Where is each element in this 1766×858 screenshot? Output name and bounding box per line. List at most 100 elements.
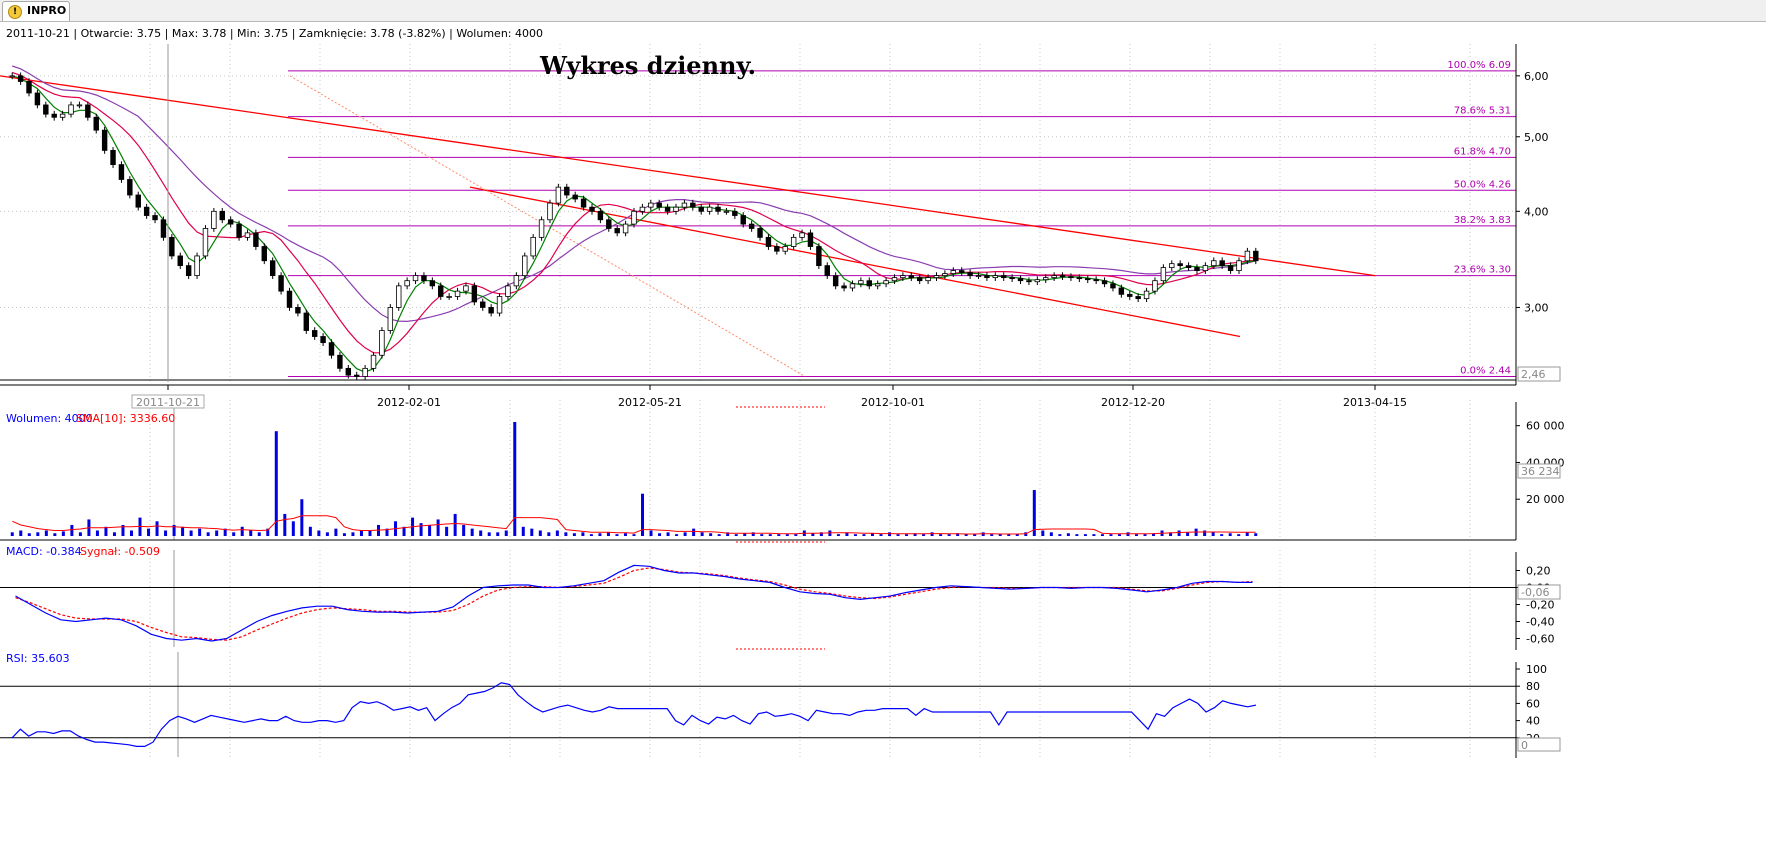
candle: [26, 81, 32, 94]
candle: [1177, 263, 1183, 267]
volume-bar: [1041, 530, 1045, 536]
candle: [110, 150, 116, 166]
volume-bar: [325, 532, 329, 536]
candle: [379, 330, 385, 356]
signal-label: Sygnał: -0.509: [80, 545, 160, 558]
volume-bar: [538, 530, 542, 536]
volume-tick-label: 60 000: [1526, 420, 1565, 433]
candle: [589, 206, 595, 212]
volume-bar: [700, 532, 704, 536]
volume-bar: [768, 534, 772, 536]
candle: [1118, 287, 1125, 295]
volume-bar: [1092, 534, 1096, 536]
volume-bar: [1237, 534, 1241, 536]
volume-bar: [462, 524, 466, 536]
volume-bar: [598, 533, 602, 536]
candle: [118, 164, 125, 180]
volume-bar: [172, 524, 176, 536]
candle: [1253, 250, 1259, 262]
candle: [177, 255, 183, 267]
tab-inpro[interactable]: ! INPRO: [2, 1, 70, 21]
rsi-tick-label: 40: [1526, 715, 1540, 728]
volume-bar: [10, 532, 14, 536]
candle: [648, 202, 654, 208]
volume-bar: [342, 533, 346, 536]
volume-bar: [19, 530, 23, 536]
volume-bar: [1049, 532, 1053, 536]
volume-bar: [334, 528, 338, 536]
rsi-tick-label: 80: [1526, 680, 1540, 693]
candle: [664, 206, 671, 212]
candle: [849, 283, 856, 289]
candle: [51, 113, 57, 118]
candle: [765, 236, 772, 247]
candle: [169, 236, 175, 257]
price-tick-label: 6,00: [1524, 70, 1549, 83]
volume-bar: [496, 532, 500, 536]
volume-bar: [743, 533, 747, 536]
volume-bar: [453, 513, 457, 536]
candle: [782, 246, 788, 252]
volume-bar: [615, 534, 619, 536]
candle: [1202, 265, 1209, 271]
candle: [723, 210, 730, 213]
candle: [269, 260, 276, 276]
candle: [656, 202, 662, 208]
volume-bar: [572, 533, 576, 536]
candle: [480, 301, 486, 308]
volume-sma-label: SMA[10]: 3336.60: [76, 412, 175, 425]
candle: [580, 198, 587, 208]
last-rsi-box: [1517, 737, 1561, 752]
chart-title: Wykres dzienny.: [539, 51, 756, 80]
candle: [76, 104, 83, 107]
volume-bar: [479, 530, 483, 536]
volume-bar: [112, 532, 116, 536]
volume-bar: [436, 519, 440, 536]
volume-bar: [990, 534, 994, 536]
volume-bar: [240, 526, 244, 536]
volume-bar: [223, 528, 227, 536]
candle: [816, 246, 822, 267]
candle: [513, 275, 520, 287]
candle: [387, 307, 394, 331]
candle: [1135, 296, 1141, 300]
fibonacci-label: 100.0% 6.09: [1447, 60, 1511, 71]
volume-bar: [692, 528, 696, 536]
date-tick-label: 2012-02-01: [377, 396, 441, 409]
volume-bar: [1066, 533, 1070, 536]
volume-bar: [1083, 534, 1087, 536]
candle: [748, 223, 755, 229]
volume-bar: [589, 534, 593, 536]
volume-bar: [206, 532, 210, 536]
volume-tick-label: 20 000: [1526, 493, 1565, 506]
volume-bar: [487, 532, 491, 536]
tab-bar: ! INPRO: [0, 0, 1766, 22]
candle: [1110, 283, 1116, 289]
candle: [328, 342, 335, 356]
candle: [1211, 260, 1217, 267]
volume-bar: [1007, 534, 1011, 536]
volume-bar: [189, 530, 193, 536]
candle: [622, 223, 629, 234]
volume-bar: [504, 530, 508, 536]
candle: [370, 354, 377, 369]
candle: [933, 275, 940, 279]
volume-bar: [930, 532, 934, 536]
candle: [1034, 279, 1041, 283]
fibonacci-label: 38.2% 3.83: [1454, 215, 1511, 226]
signal-line: [15, 567, 1253, 641]
volume-bar: [249, 530, 253, 536]
candle: [429, 280, 436, 287]
chart-area[interactable]: 2011-10-21 | Otwarcie: 3.75 | Max: 3.78 …: [0, 22, 1766, 858]
candle: [488, 307, 494, 314]
candle: [715, 206, 721, 212]
candle: [681, 202, 688, 208]
last-volume-label: 36 234: [1521, 465, 1560, 478]
candle: [43, 104, 49, 115]
candle: [908, 275, 914, 279]
volume-bar: [632, 534, 636, 536]
candle: [185, 265, 192, 276]
candle: [1227, 265, 1234, 271]
volume-bar: [1228, 533, 1232, 536]
volume-bar: [61, 531, 65, 536]
